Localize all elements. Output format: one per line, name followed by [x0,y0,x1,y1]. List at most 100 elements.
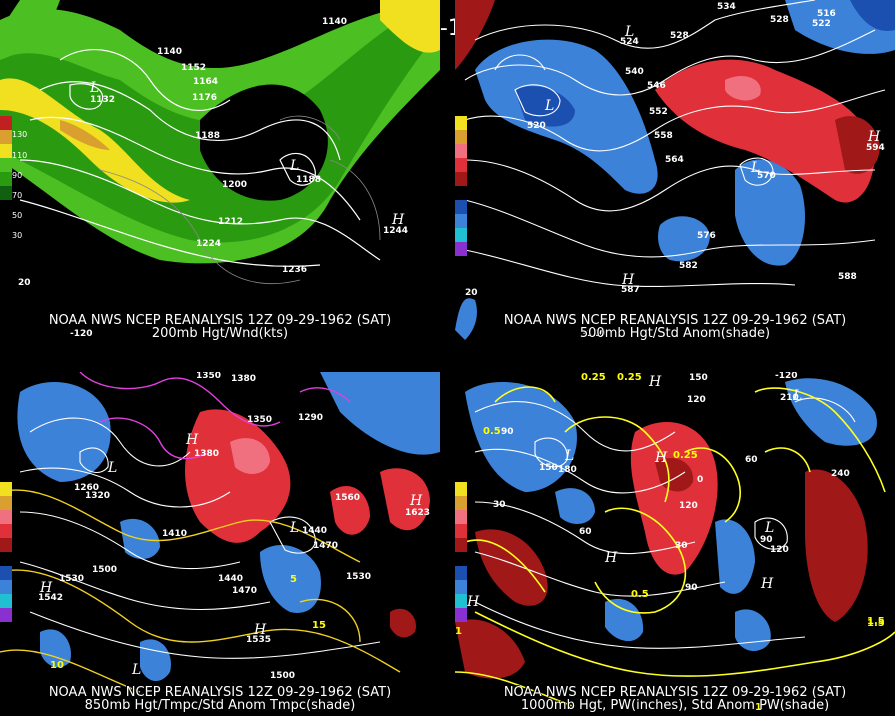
contour-label: 1350 [247,415,272,425]
contour-label: 1188 [296,175,321,185]
panel-caption-field: 850mb Hgt/Tmpc/Std Anom Tmpc(shade) [84,698,356,713]
panel-850mb: 1350 1380 1290 1260 1320 1350 1380 1410 … [0,372,440,712]
contour-label: 60 [745,455,758,465]
contour-label: 1535 [246,635,271,645]
low-pressure-center: L [564,448,574,464]
pw-label: 1.5 [867,618,885,629]
contour-label: -120 [583,329,606,339]
coastlines [99,115,381,284]
high-pressure-center: H [466,594,480,610]
legend-label: 30 [12,231,23,240]
contour-label: 120 [679,501,698,511]
panel-caption-field: 1000mb Hgt, PW(inches), Std Anom PW(shad… [520,698,830,713]
legend-label: 70 [12,191,23,200]
legend-label: 50 [12,211,23,220]
legend-label: 110 [12,151,28,160]
contour-label: -120 [70,329,93,339]
contour-label: 1560 [335,493,360,503]
legend-label: 90 [12,171,23,180]
high-pressure-center: H [253,622,267,638]
contour-label: 1212 [218,217,243,227]
contour-label: 30 [675,541,688,551]
contour-label: 1152 [181,63,206,73]
contour-label: 564 [665,155,684,165]
pw-label: 1.5 [867,616,885,627]
contour-label: 1224 [196,239,221,249]
height-contours [19,49,381,267]
low-pressure-center: L [289,520,299,536]
contour-label: 1140 [157,47,182,57]
contour-label: 516 [817,9,836,19]
low-pressure-center: L [764,520,774,536]
contour-label: 1470 [313,541,338,551]
high-pressure-center: H [409,493,423,509]
panel-1000mb-map: 0.25 0.25 0.5 0.25 0.5 1 1.5 150 120 90 … [455,372,895,712]
contour-label: 1176 [192,93,217,103]
contour-label: 1470 [232,586,257,596]
low-pressure-center: L [107,460,117,476]
contour-label: 576 [697,231,716,241]
low-pressure-center: L [750,160,760,176]
temperature-label: 5 [290,574,297,585]
contour-label: 1188 [195,131,220,141]
pw-label: 0.25 [617,372,642,383]
contour-label: 524 [620,37,639,47]
low-pressure-center: L [544,98,554,114]
low-pressure-center: L [624,24,634,40]
panel-caption-field: 200mb Hgt/Wnd(kts) [151,326,289,341]
positive-anomaly [630,422,718,575]
contour-label: 150 [539,463,558,473]
contour-label: 1132 [90,95,115,105]
panel-1000mb: 0.25 0.25 0.5 0.25 0.5 1 1.5 150 120 90 … [455,372,895,712]
pw-label: 0.5 [631,589,649,600]
contour-label: 1380 [231,374,256,384]
panel-caption-source: NOAA NWS NCEP REANALYSIS 12Z 09-29-1962 … [48,685,392,700]
contour-label: -120 [775,372,798,381]
contour-label: 1320 [85,491,110,501]
high-pressure-center: H [648,374,662,390]
negative-anomaly [17,382,111,482]
wind-shading-yellow-ne [380,0,440,53]
contour-label: 588 [838,272,857,282]
anomaly-legend [0,482,12,622]
contour-label: 30 [493,500,506,510]
high-pressure-center: H [391,212,405,228]
panel-caption-source: NOAA NWS NCEP REANALYSIS 12Z 09-29-1962 … [503,685,847,700]
contour-label: 520 [527,121,546,131]
positive-anomaly [655,59,875,203]
contour-label: 1530 [59,574,84,584]
contour-label: 534 [717,2,736,12]
contour-label: 1542 [38,593,63,603]
low-pressure-center: L [289,158,299,174]
contour-label: 120 [770,545,789,555]
panel-500mb-map: 534 528 522 516 540 546 552 558 564 570 … [455,0,895,340]
contour-label: 180 [558,465,577,475]
contour-label: 1236 [282,265,307,275]
contour-label: 1244 [383,226,408,236]
cold-temperature-contours [79,372,351,460]
contour-label: 594 [866,143,885,153]
contour-label: 570 [757,171,776,181]
contour-label: 1140 [322,17,347,27]
contour-label: 1500 [270,671,295,681]
negative-anomaly [465,382,577,492]
contour-label: 1290 [298,413,323,423]
contour-label: 120 [687,395,706,405]
contour-label: 1500 [92,565,117,575]
panel-caption-source: NOAA NWS NCEP REANALYSIS 12Z 09-29-1962 … [48,313,392,328]
temperature-label: 10 [50,660,64,671]
contour-label: 1440 [218,574,243,584]
contour-label: 20 [18,278,31,288]
contour-label: 1440 [302,526,327,536]
pw-label: 1 [455,626,462,637]
positive-anomaly [185,409,291,543]
contour-label: 558 [654,131,673,141]
panel-caption-field: 500mb Hgt/Std Anom(shade) [579,326,771,341]
contour-label: 582 [679,261,698,271]
contour-label: 546 [647,81,666,91]
pw-label: 1 [755,702,762,712]
contour-label: 1623 [405,508,430,518]
high-pressure-center: H [654,450,668,466]
low-pressure-center: L [131,662,141,678]
contour-label: 1530 [346,572,371,582]
